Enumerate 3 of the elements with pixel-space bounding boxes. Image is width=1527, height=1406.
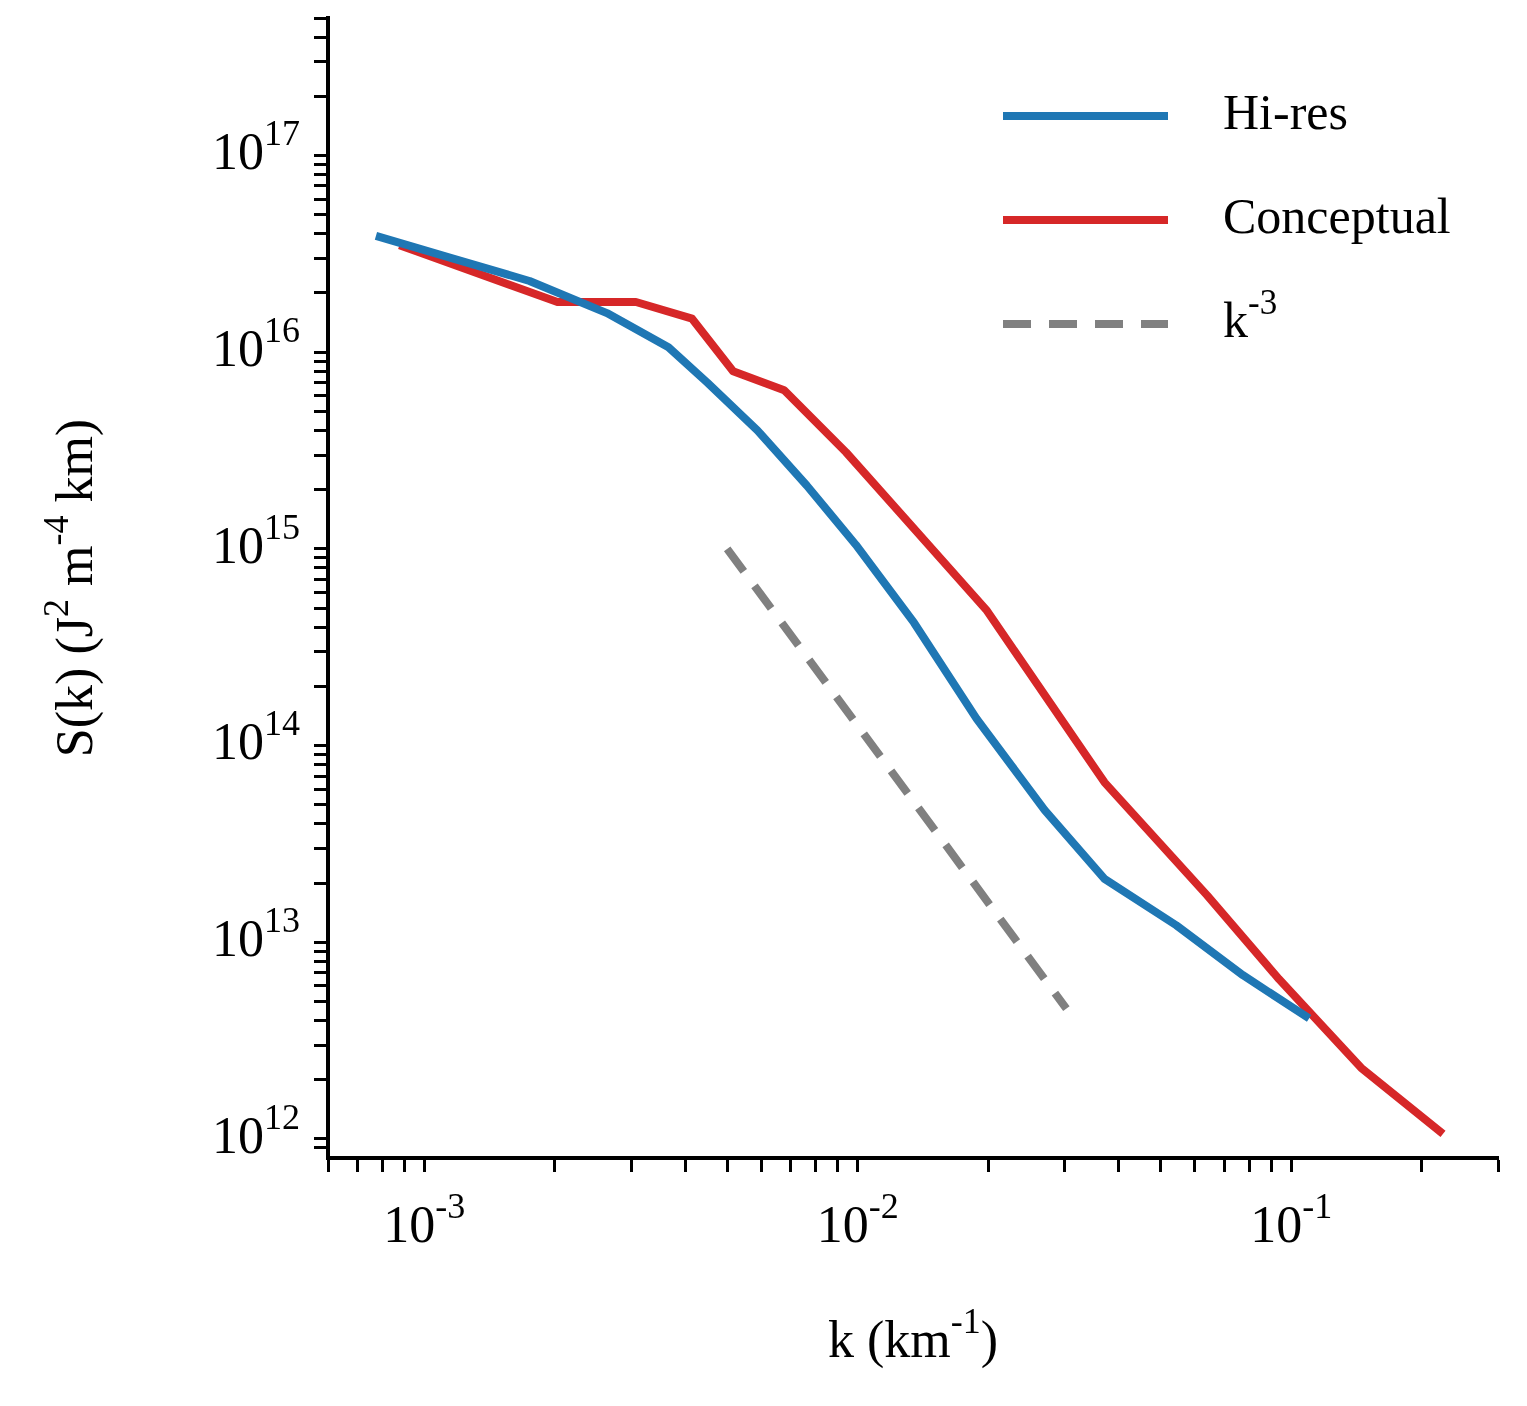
y-axis-title: S(k) (J2 m-4 km): [35, 418, 104, 758]
legend-label: Hi-res: [1223, 84, 1348, 141]
legend-label: Conceptual: [1223, 188, 1451, 245]
